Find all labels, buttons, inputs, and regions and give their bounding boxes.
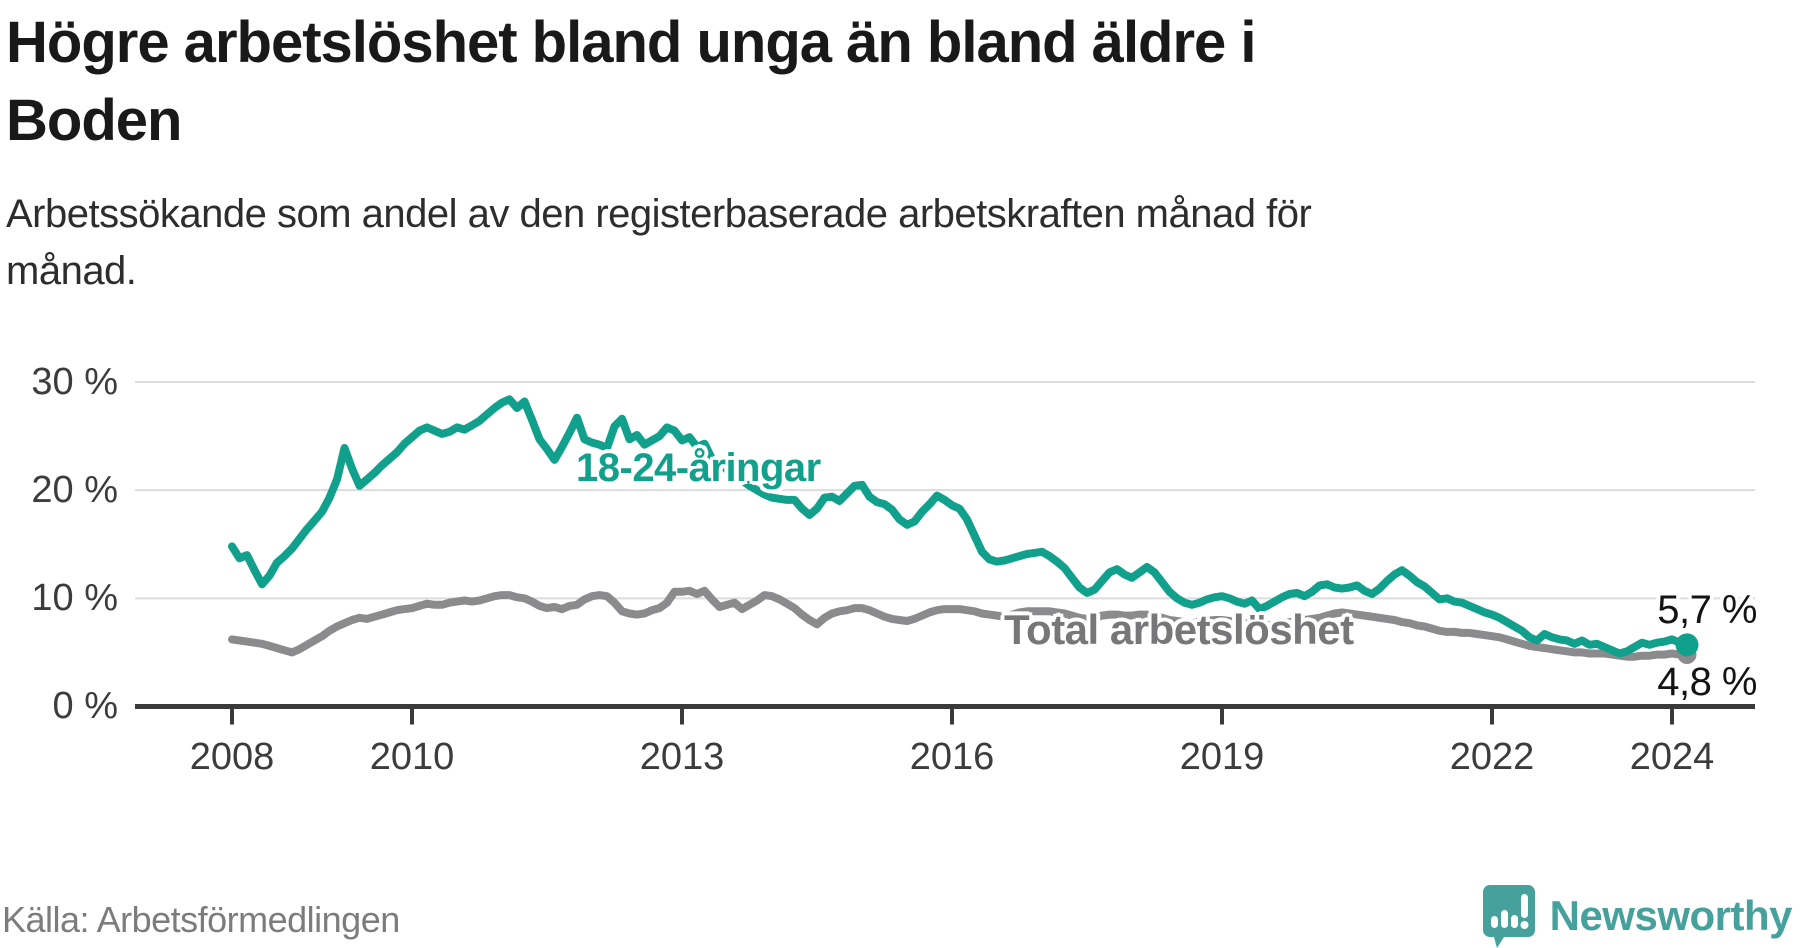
brand-logo: Newsworthy — [1482, 884, 1793, 948]
y-axis-label-30: 30 % — [31, 361, 118, 403]
y-axis-label-20: 20 % — [31, 469, 118, 511]
x-axis-label-2019: 2019 — [1179, 736, 1265, 778]
x-axis-label-2016: 2016 — [909, 736, 995, 778]
series-label-total: Total arbetslöshet — [1004, 606, 1354, 653]
x-axis-label-2010: 2010 — [369, 736, 455, 778]
end-value-total: 4,8 % — [1657, 660, 1757, 704]
y-axis-label-0: 0 % — [52, 685, 118, 727]
newsworthy-logo-icon — [1482, 885, 1535, 948]
x-axis-label-2022: 2022 — [1449, 736, 1535, 778]
y-axis-label-10: 10 % — [31, 577, 118, 619]
series-label-youth: 18-24-åringar — [576, 446, 821, 490]
x-axis-label-2008: 2008 — [189, 736, 275, 778]
x-axis-label-2024: 2024 — [1629, 736, 1715, 778]
chart-subtitle: Arbetssökande som andel av den registerb… — [6, 192, 1312, 293]
brand-logo-text: Newsworthy — [1549, 892, 1793, 939]
x-axis-label-2013: 2013 — [639, 736, 725, 778]
page-title: Högre arbetslöshet bland unga än bland ä… — [6, 10, 1257, 153]
end-value-youth: 5,7 % — [1657, 588, 1757, 632]
source-credit: Källa: Arbetsförmedlingen — [2, 899, 400, 940]
